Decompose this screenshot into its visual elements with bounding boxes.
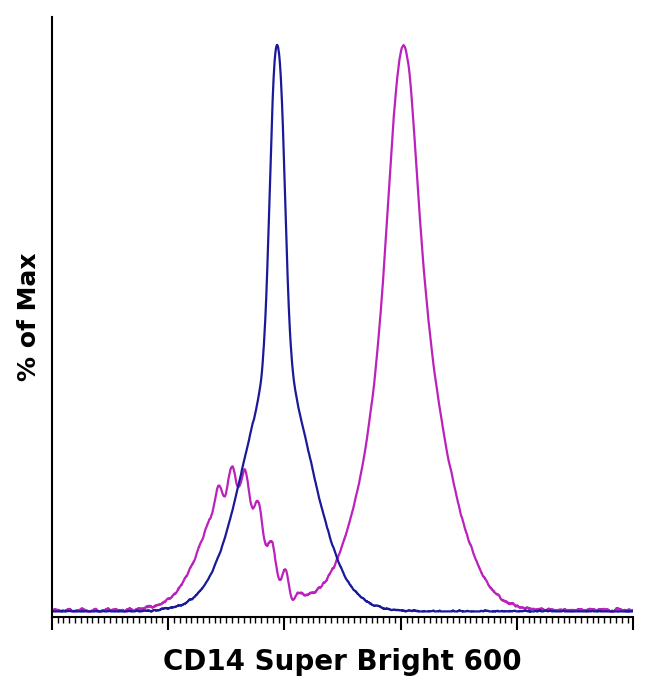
- X-axis label: CD14 Super Bright 600: CD14 Super Bright 600: [163, 649, 522, 676]
- Y-axis label: % of Max: % of Max: [17, 253, 41, 381]
